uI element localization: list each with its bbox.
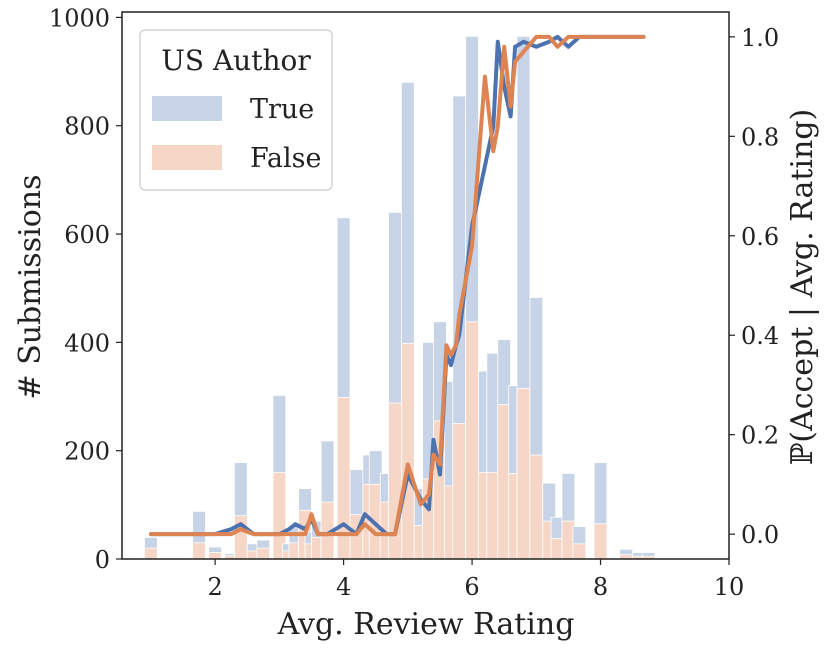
x-tick-label: 4	[336, 573, 351, 601]
y-axis-title: # Submissions	[13, 175, 48, 400]
bar-false	[256, 547, 271, 560]
y2-tick-label: 1.0	[741, 24, 779, 52]
bar-false	[401, 343, 415, 560]
legend-label-false: False	[250, 143, 321, 174]
x-axis-title: Avg. Review Rating	[277, 607, 575, 642]
probability-lines	[148, 34, 646, 537]
bar-false	[465, 321, 479, 560]
y-tick-label: 200	[64, 438, 110, 466]
y-tick-label: 800	[64, 113, 110, 141]
x-axis: 2 4 6 8 10	[207, 559, 744, 601]
bar-false	[516, 388, 531, 560]
bar-false	[452, 423, 467, 560]
bar-false	[192, 542, 206, 560]
histogram-bars	[144, 35, 656, 560]
x-tick-label: 2	[207, 573, 222, 601]
y-tick-label: 1000	[49, 4, 110, 32]
y-axis-left: 0 200 400 600 800 1000	[49, 4, 122, 574]
x-tick-label: 10	[714, 573, 745, 601]
legend-swatch-true	[152, 96, 222, 121]
y2-tick-label: 0.6	[741, 223, 779, 251]
y-tick-label: 600	[64, 221, 110, 249]
bar-false	[208, 552, 222, 560]
y2-axis-title: ℙ(Accept | Avg. Rating)	[785, 109, 820, 465]
y2-tick-label: 0.4	[741, 322, 779, 350]
legend: US Author True False	[139, 29, 333, 191]
x-tick-label: 6	[464, 573, 479, 601]
bar-false	[593, 523, 608, 560]
plot-frame	[121, 11, 730, 560]
series-line-false	[148, 34, 646, 537]
legend-swatch-false	[152, 145, 222, 170]
y-tick-label: 400	[64, 329, 110, 357]
y-axis-right: 0.0 0.2 0.4 0.6 0.8 1.0	[729, 24, 779, 549]
y2-tick-label: 0.8	[741, 123, 779, 151]
legend-label-true: True	[250, 94, 314, 125]
y2-tick-label: 0.2	[741, 422, 779, 450]
legend-title: US Author	[161, 44, 311, 77]
bar-false	[529, 454, 544, 560]
bar-false	[144, 547, 158, 560]
y2-tick-label: 0.0	[741, 521, 779, 549]
y-tick-label: 0	[95, 546, 110, 574]
bar-false	[234, 515, 248, 560]
bar-false	[572, 543, 587, 560]
x-tick-label: 8	[593, 573, 608, 601]
